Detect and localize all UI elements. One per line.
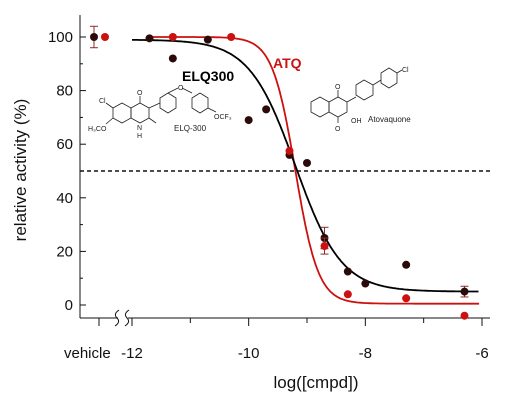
x-tick-label--6: -6 — [475, 345, 488, 362]
atq-data-point — [402, 294, 411, 303]
atovaquone-structure — [310, 67, 403, 123]
vehicle-label: vehicle — [64, 345, 111, 362]
elq300-series-label: ELQ300 — [182, 68, 234, 84]
axis-break — [114, 309, 130, 327]
elq300-data-point — [145, 34, 154, 43]
cyclohexane-ring — [355, 79, 374, 101]
elq300-data-point — [402, 260, 411, 269]
atom-cl: Cl — [402, 67, 409, 74]
quinolone-ring-b — [130, 102, 150, 124]
axis-break-mark-left — [114, 309, 120, 327]
chlorophenyl-ring — [380, 67, 398, 89]
elq300-vehicle-point — [90, 33, 98, 41]
y-tick-label-0: 0 — [65, 297, 73, 314]
quinolone-ring-a — [112, 102, 132, 124]
y-tick-label-100: 100 — [48, 29, 73, 46]
atom-n: N — [137, 125, 142, 132]
elq300-fit-curve — [132, 39, 479, 293]
elq300-data-point — [203, 35, 212, 44]
atom-o-bottom: O — [335, 126, 341, 133]
x-axis-title: log([cmpd]) — [273, 373, 358, 392]
atovaquone-structure-name: Atovaquone — [368, 115, 411, 124]
phenyl-ring-2 — [191, 92, 209, 114]
naphthoquinone-ring-a — [310, 96, 330, 118]
atom-o-top: O — [335, 84, 341, 91]
elq300-data-point — [361, 279, 370, 288]
data-points — [90, 25, 469, 320]
atom-o-carbonyl: O — [137, 90, 143, 97]
axis-break-mark-right — [124, 309, 130, 327]
x-tick-label--8: -8 — [359, 345, 372, 362]
atq-data-point — [285, 146, 294, 155]
y-tick-label-60: 60 — [56, 136, 73, 153]
elq300-data-point — [168, 54, 177, 63]
atq-data-point — [320, 242, 329, 251]
atq-data-point — [343, 290, 352, 299]
atom-h: H — [137, 133, 142, 140]
atom-oh: OH — [351, 118, 362, 125]
y-ticks: 0 20 40 60 80 100 — [48, 29, 86, 314]
x-ticks: -12 -10 -8 -6 — [98, 318, 489, 362]
elq300-data-point — [343, 267, 352, 276]
naphthoquinone-ring-b — [328, 96, 348, 118]
elq300-data-point — [262, 105, 271, 114]
y-tick-label-40: 40 — [56, 190, 73, 207]
atom-o-ether: O — [178, 85, 184, 92]
atom-ocf3: OCF₃ — [214, 114, 232, 121]
atq-series-label: ATQ — [273, 55, 302, 71]
y-tick-label-20: 20 — [56, 243, 73, 260]
elq300-atoms: O Cl H₃CO N H O OCF₃ — [88, 85, 232, 140]
atom-h3co: H₃CO — [88, 126, 107, 133]
atq-vehicle-point — [101, 33, 109, 41]
y-axis-title: relative activity (%) — [11, 99, 30, 242]
elq300-structure-name: ELQ-300 — [174, 124, 207, 133]
atovaquone-atoms: O O OH Cl — [335, 67, 409, 133]
atom-cl: Cl — [99, 98, 106, 105]
atq-data-point — [460, 311, 469, 320]
phenyl-ring-1 — [159, 92, 177, 114]
atq-data-point — [168, 33, 177, 41]
elq300-data-point — [244, 116, 253, 125]
elq300-data-point — [460, 287, 469, 296]
elq300-data-point — [303, 158, 311, 167]
elq300-structure — [105, 87, 217, 125]
y-tick-label-80: 80 — [56, 83, 73, 100]
x-tick-label--10: -10 — [238, 345, 260, 362]
x-tick-label--12: -12 — [121, 345, 143, 362]
atq-data-point — [227, 33, 236, 41]
